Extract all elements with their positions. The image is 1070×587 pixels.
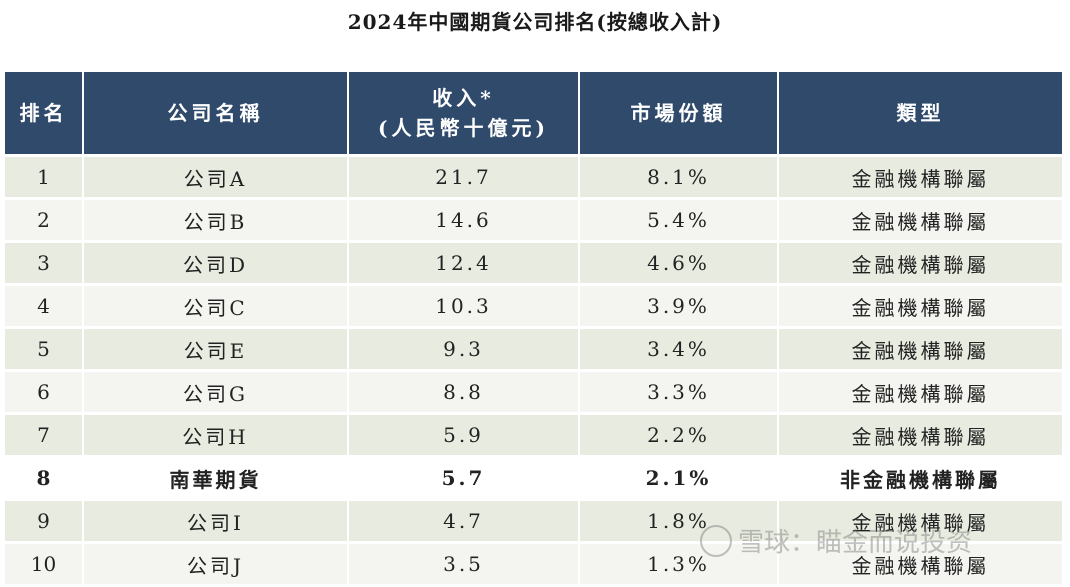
watermark: 雪球：瞄金而说投资: [700, 522, 972, 559]
type-cell: 金融機構聯屬: [778, 498, 1062, 543]
table-row: 5 公司E 9.3 3.4% 金融機構聯屬: [5, 326, 1062, 371]
type-cell: 金融機構聯屬: [778, 283, 1062, 328]
rank-cell: 2: [5, 197, 84, 242]
header-revenue: 收入* (人民幣十億元): [348, 72, 580, 156]
header-rank: 排名: [5, 72, 84, 156]
share-cell: 3.9%: [579, 283, 779, 328]
revenue-cell: 21.7: [348, 154, 580, 199]
rank-cell: 6: [5, 369, 84, 414]
company-cell: 公司A: [83, 154, 349, 199]
company-cell: 公司C: [83, 283, 349, 328]
header-share: 市場份額: [579, 72, 779, 156]
table-row: 9 公司I 4.7 1.8% 金融機構聯屬: [5, 498, 1062, 543]
header-revenue-line1: 收入*: [432, 86, 495, 110]
table-row: 7 公司H 5.9 2.2% 金融機構聯屬: [5, 412, 1062, 457]
header-type: 類型: [778, 72, 1062, 156]
company-cell: 公司I: [83, 498, 349, 543]
share-cell: 4.6%: [579, 240, 779, 285]
rank-cell: 10: [5, 541, 84, 584]
type-cell: 金融機構聯屬: [778, 541, 1062, 584]
company-cell: 公司J: [83, 541, 349, 584]
table-row: 10 公司J 3.5 1.3% 金融機構聯屬: [5, 541, 1062, 584]
revenue-cell: 3.5: [348, 541, 580, 584]
watermark-text: 雪球：瞄金而说投资: [738, 528, 973, 558]
share-cell: 8.1%: [579, 154, 779, 199]
rank-cell: 4: [5, 283, 84, 328]
table-row: 1 公司A 21.7 8.1% 金融機構聯屬: [5, 154, 1062, 199]
table-title: 2024年中國期貨公司排名(按總收入計): [347, 10, 723, 34]
rank-cell: 3: [5, 240, 84, 285]
revenue-cell: 12.4: [348, 240, 580, 285]
table-row: 2 公司B 14.6 5.4% 金融機構聯屬: [5, 197, 1062, 242]
company-cell: 公司B: [83, 197, 349, 242]
type-cell: 金融機構聯屬: [778, 197, 1062, 242]
share-cell: 5.4%: [579, 197, 779, 242]
share-cell: 2.2%: [579, 412, 779, 457]
share-cell: 1.8%: [579, 498, 779, 543]
share-cell: 2.1%: [579, 455, 779, 500]
share-cell: 3.4%: [579, 326, 779, 371]
revenue-cell: 9.3: [348, 326, 580, 371]
revenue-cell: 4.7: [348, 498, 580, 543]
snowball-logo-icon: [700, 524, 732, 557]
type-cell: 金融機構聯屬: [778, 240, 1062, 285]
rank-cell: 5: [5, 326, 84, 371]
header-revenue-line2: (人民幣十億元): [378, 116, 549, 140]
type-cell: 金融機構聯屬: [778, 326, 1062, 371]
company-cell: 公司E: [83, 326, 349, 371]
company-cell: 公司H: [83, 412, 349, 457]
ranking-table: 排名 公司名稱 收入* (人民幣十億元) 市場份額 類型 1 公司A 21.7 …: [5, 72, 1062, 584]
rank-cell: 9: [5, 498, 84, 543]
share-cell: 3.3%: [579, 369, 779, 414]
revenue-cell: 10.3: [348, 283, 580, 328]
table-row: 6 公司G 8.8 3.3% 金融機構聯屬: [5, 369, 1062, 414]
company-cell: 公司G: [83, 369, 349, 414]
company-cell: 公司D: [83, 240, 349, 285]
rank-cell: 7: [5, 412, 84, 457]
table-row-highlighted: 8 南華期貨 5.7 2.1% 非金融機構聯屬: [5, 455, 1062, 500]
type-cell: 金融機構聯屬: [778, 154, 1062, 199]
type-cell: 非金融機構聯屬: [778, 455, 1062, 500]
type-cell: 金融機構聯屬: [778, 369, 1062, 414]
revenue-cell: 5.7: [348, 455, 580, 500]
type-cell: 金融機構聯屬: [778, 412, 1062, 457]
revenue-cell: 14.6: [348, 197, 580, 242]
revenue-cell: 5.9: [348, 412, 580, 457]
share-cell: 1.3%: [579, 541, 779, 584]
header-company: 公司名稱: [83, 72, 349, 156]
table-row: 4 公司C 10.3 3.9% 金融機構聯屬: [5, 283, 1062, 328]
company-cell: 南華期貨: [83, 455, 349, 500]
table-row: 3 公司D 12.4 4.6% 金融機構聯屬: [5, 240, 1062, 285]
header-row: 排名 公司名稱 收入* (人民幣十億元) 市場份額 類型: [5, 72, 1062, 156]
rank-cell: 1: [5, 154, 84, 199]
rank-cell: 8: [5, 455, 84, 500]
revenue-cell: 8.8: [348, 369, 580, 414]
